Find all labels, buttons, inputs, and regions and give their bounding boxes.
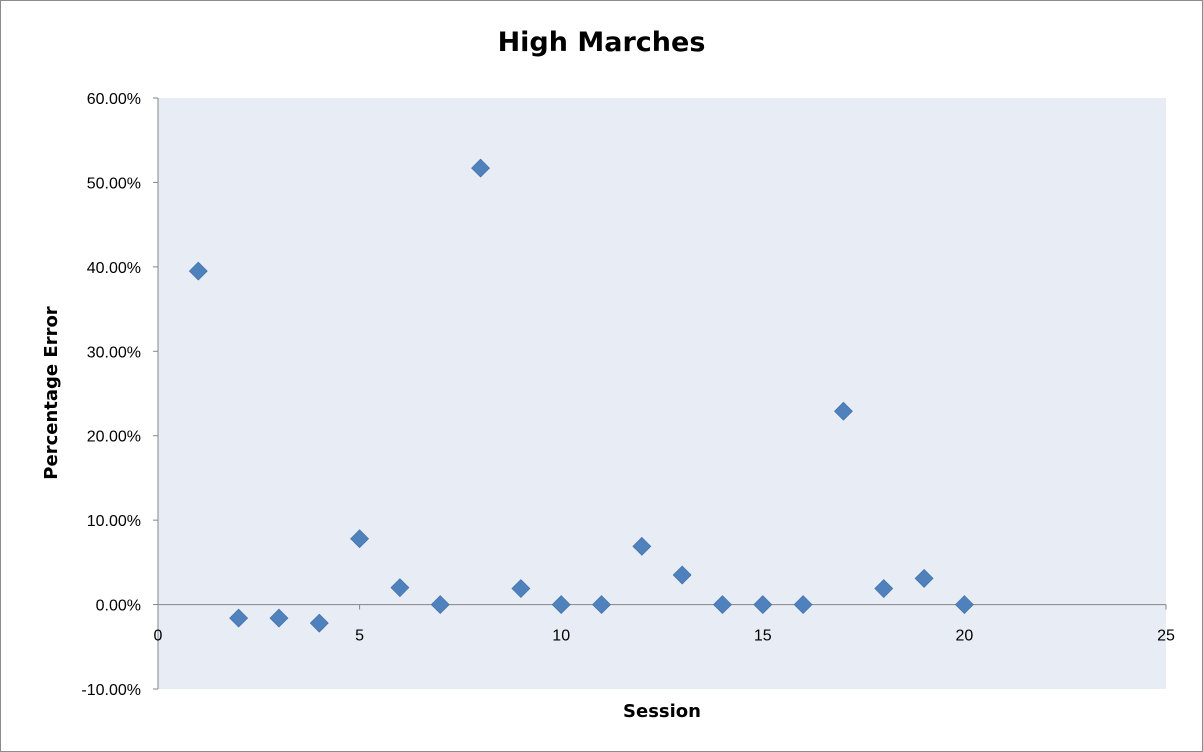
- chart-title: High Marches: [497, 27, 706, 58]
- y-tick-label: 30.00%: [87, 344, 141, 361]
- data-points: [188, 158, 974, 633]
- y-tick-label: 60.00%: [87, 91, 141, 108]
- data-point: [430, 595, 450, 614]
- y-tick-label: -10.00%: [81, 682, 141, 699]
- y-axis-ticks: -10.00% 0.00% 10.00% 20.00% 30.00% 40.00% 50.0…: [81, 91, 158, 699]
- x-tick-label: 10: [552, 628, 570, 645]
- data-point: [269, 608, 289, 628]
- x-axis-ticks: 0 5 10 15 20 25: [154, 604, 1175, 645]
- data-point: [551, 595, 571, 614]
- y-tick-label: 40.00%: [87, 260, 141, 277]
- data-point: [309, 613, 329, 633]
- data-point: [511, 579, 531, 598]
- data-point: [592, 595, 611, 614]
- data-point: [914, 568, 934, 588]
- data-point: [632, 536, 652, 556]
- data-point: [793, 595, 813, 614]
- data-point: [954, 595, 974, 614]
- data-point: [390, 578, 410, 598]
- x-tick-label: 5: [355, 628, 364, 645]
- data-point: [188, 261, 208, 281]
- y-axis-title: Percentage Error: [41, 306, 62, 479]
- y-tick-label: 50.00%: [87, 175, 141, 192]
- plot-area: [158, 98, 1166, 689]
- y-tick-label: 0.00%: [96, 598, 141, 615]
- y-tick-label: 10.00%: [87, 513, 141, 530]
- y-tick-label: 20.00%: [87, 429, 141, 446]
- x-tick-label: 0: [154, 628, 163, 645]
- data-point: [350, 529, 370, 549]
- data-point: [672, 565, 692, 585]
- x-tick-label: 20: [956, 628, 974, 645]
- data-point: [874, 579, 894, 598]
- data-point: [713, 595, 732, 614]
- data-point: [471, 158, 490, 178]
- data-point: [229, 608, 249, 628]
- x-axis-title: Session: [623, 701, 701, 722]
- data-point: [753, 595, 773, 614]
- x-tick-label: 15: [754, 628, 772, 645]
- x-tick-label: 25: [1157, 628, 1175, 645]
- data-point: [834, 401, 853, 421]
